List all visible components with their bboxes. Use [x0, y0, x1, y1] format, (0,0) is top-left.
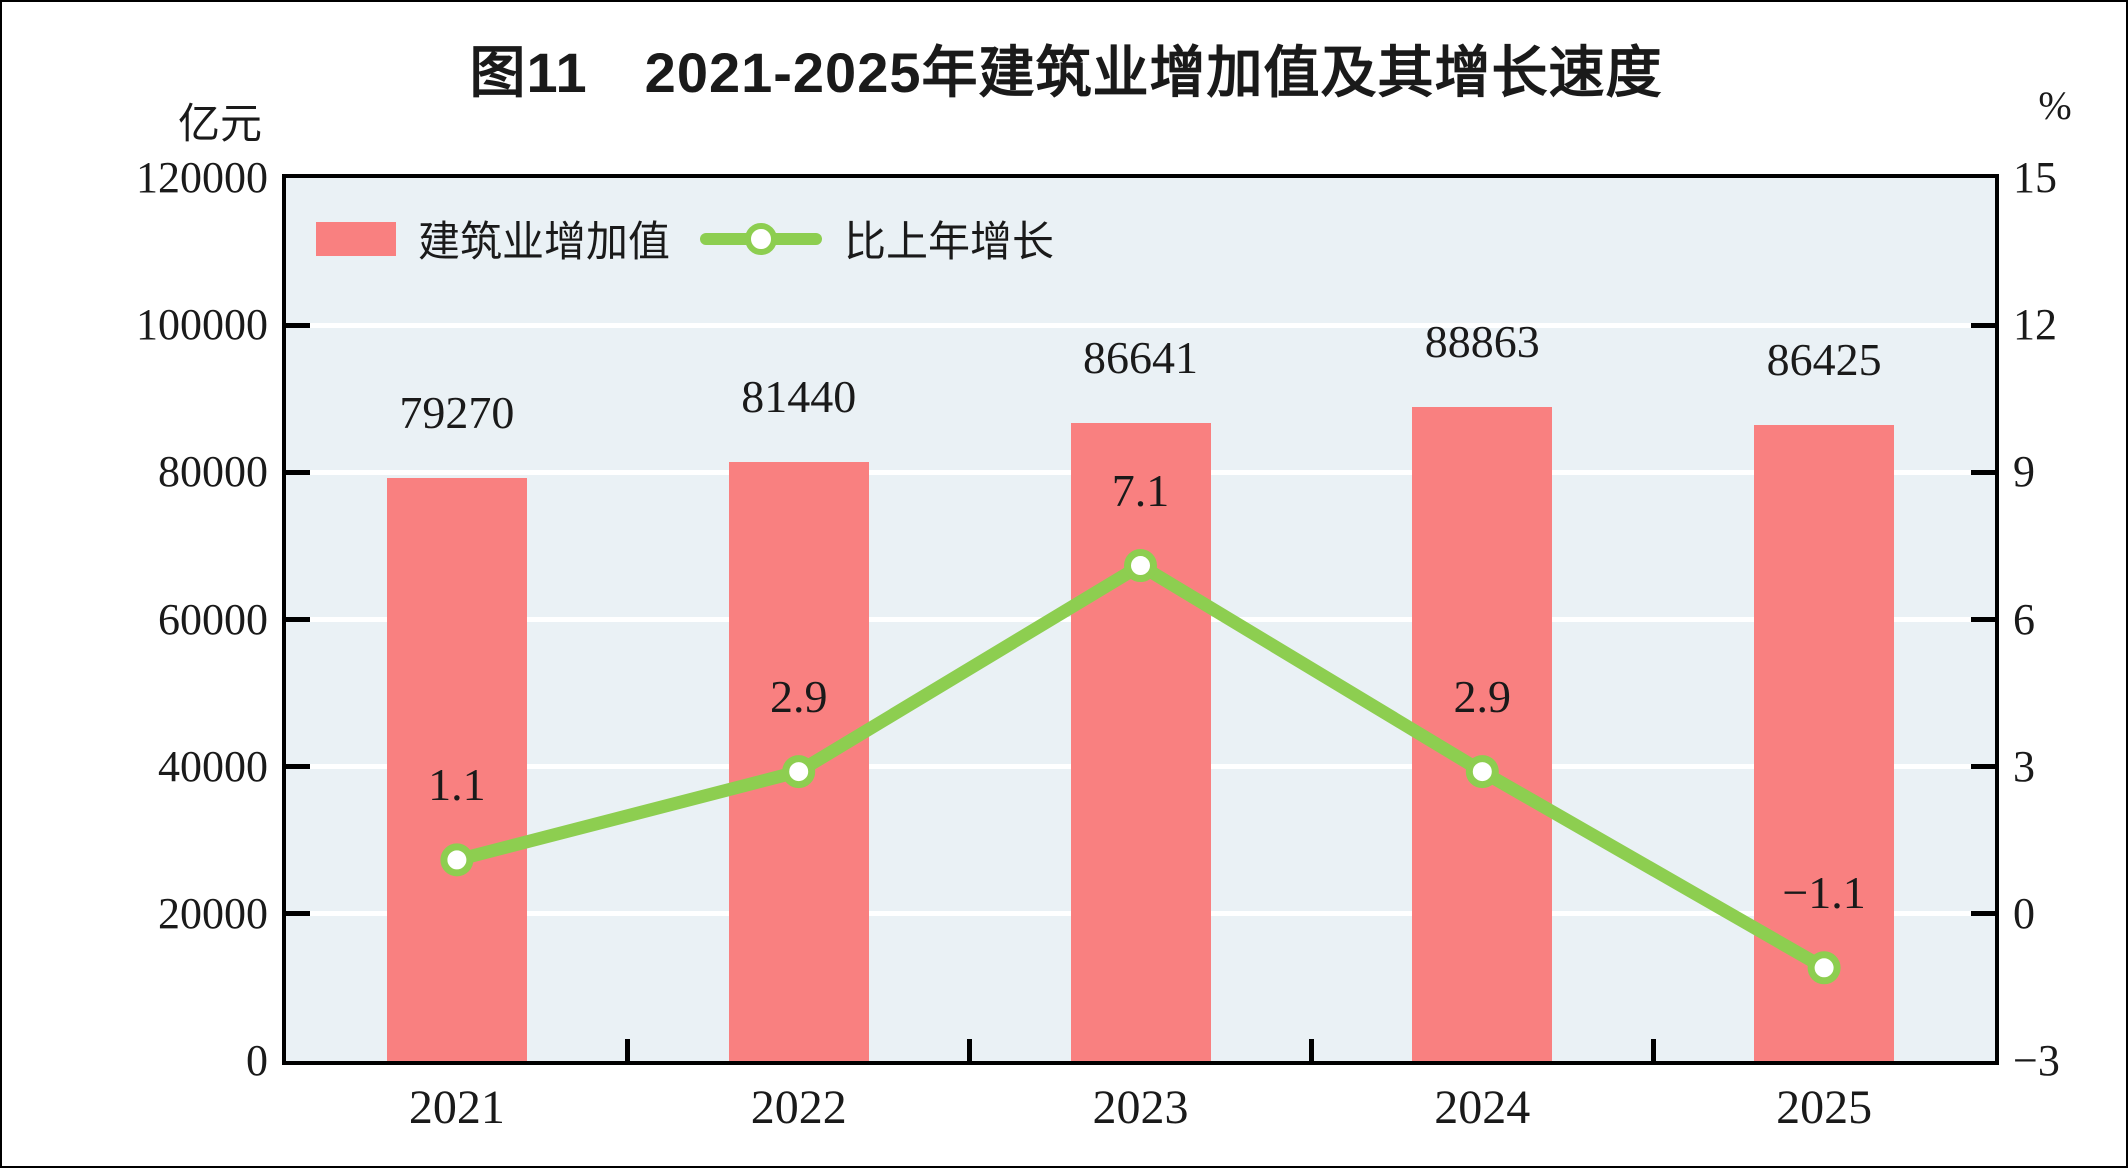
right-axis-tick-label: 6 — [2013, 594, 2035, 644]
legend: 建筑业增加值 比上年增长 — [316, 208, 1054, 269]
legend-item-line: 比上年增长 — [700, 208, 1054, 269]
left-axis-tick-label: 20000 — [158, 888, 268, 938]
bar-value-label: 79270 — [399, 386, 515, 438]
left-axis-tick-label: 60000 — [158, 594, 268, 644]
right-axis-tick — [1971, 911, 1995, 917]
x-axis-label: 2023 — [1092, 1081, 1189, 1134]
right-axis-tick-label: −3 — [2013, 1036, 2060, 1085]
legend-label-line: 比上年增长 — [844, 220, 1055, 266]
right-axis-tick-label: 12 — [2013, 300, 2057, 350]
right-axis-tick-label: 3 — [2013, 741, 2035, 791]
legend-label-bar: 建筑业增加值 — [418, 220, 671, 266]
x-axis-tick — [1308, 1039, 1314, 1061]
x-axis-tick — [1650, 1039, 1656, 1061]
left-axis-tick-label: 0 — [246, 1036, 268, 1085]
right-axis-tick — [1971, 469, 1995, 475]
chart-title: 图11 2021-2025年建筑业增加值及其增长速度 — [469, 41, 1663, 104]
line-marker-icon — [700, 221, 823, 257]
x-axis-tick — [625, 1039, 631, 1061]
bar-swatch-icon — [316, 221, 396, 256]
x-axis-tick — [967, 1039, 973, 1061]
line-value-label: 7.1 — [1111, 464, 1170, 516]
bar-value-label: 86641 — [1083, 332, 1198, 384]
left-axis-tick — [286, 617, 310, 622]
right-axis-tick-label: 15 — [2013, 153, 2057, 202]
left-axis-unit-label: 亿元 — [177, 102, 262, 148]
line-value-label: 2.9 — [769, 670, 828, 722]
bar-value-label: 88863 — [1424, 316, 1540, 368]
line-value-label: 2.9 — [1453, 670, 1512, 722]
plot-area: 79270 81440 86641 88863 86425 1.1 2.9 7.1 2.9 −1.… — [282, 174, 1999, 1065]
bar-2024 — [1412, 407, 1553, 1061]
bar-value-label: 86425 — [1766, 334, 1882, 386]
bar-2023 — [1070, 423, 1211, 1061]
line-value-label: 1.1 — [428, 758, 486, 810]
x-axis-label: 2024 — [1434, 1081, 1531, 1134]
left-axis-tick — [286, 322, 310, 328]
x-axis-label: 2025 — [1776, 1081, 1873, 1134]
line-value-label: −1.1 — [1782, 866, 1866, 918]
left-axis-tick-label: 80000 — [158, 447, 268, 497]
bar-2025 — [1754, 425, 1895, 1061]
left-axis-tick-label: 40000 — [158, 741, 268, 791]
left-axis-tick — [286, 469, 310, 475]
legend-item-bar: 建筑业增加值 — [316, 208, 670, 269]
right-axis-tick — [1971, 617, 1995, 622]
gridline — [286, 322, 1995, 328]
right-axis-tick-label: 0 — [2013, 888, 2035, 938]
left-axis-tick — [286, 911, 310, 917]
left-axis-tick — [286, 764, 310, 770]
left-axis-tick-label: 100000 — [136, 300, 268, 350]
right-axis-unit-label: % — [2038, 83, 2072, 128]
left-axis-tick-label: 120000 — [136, 153, 268, 202]
bar-2022 — [728, 461, 869, 1061]
right-axis-tick — [1971, 764, 1995, 770]
bar-value-label: 81440 — [741, 370, 857, 422]
right-axis-tick — [1971, 322, 1995, 328]
right-axis-tick-label: 9 — [2013, 447, 2035, 497]
x-axis-label: 2021 — [408, 1081, 505, 1134]
x-axis-label: 2022 — [750, 1081, 847, 1134]
